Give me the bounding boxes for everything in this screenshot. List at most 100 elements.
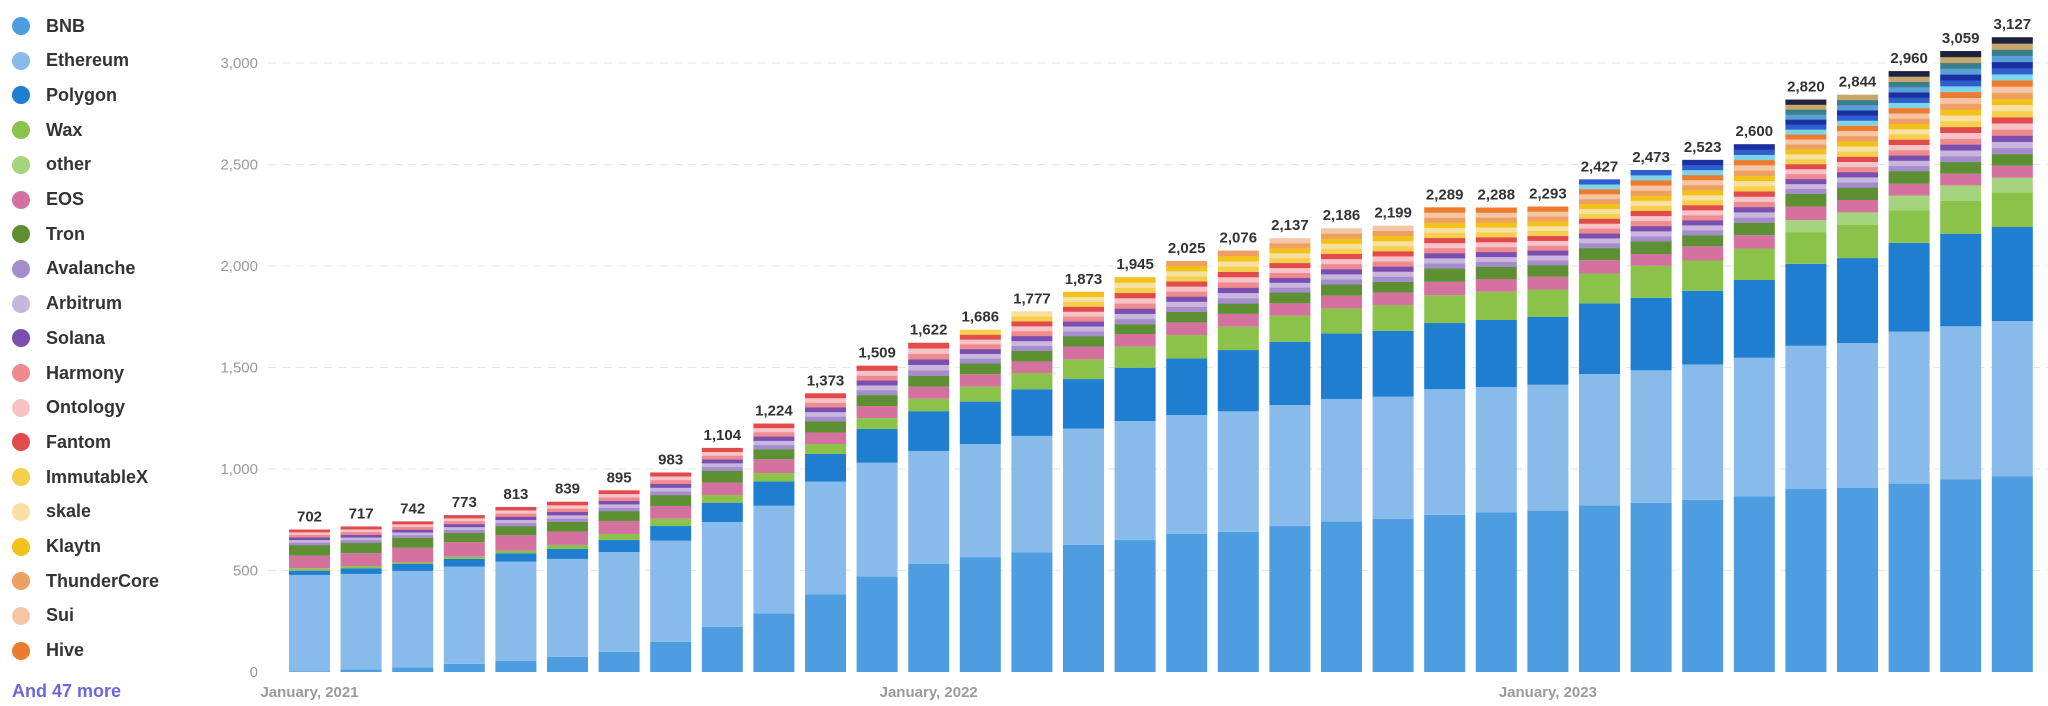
bar-segment-minor-chain	[1630, 225, 1672, 232]
bar-segment-minor-chain	[1424, 207, 1466, 213]
bar-segment-minor-chain	[1579, 198, 1620, 205]
legend-item-bnb[interactable]: BNB	[12, 14, 85, 38]
legend-item-ethereum[interactable]: Ethereum	[12, 49, 129, 73]
bar-segment-minor-chain	[1682, 179, 1724, 186]
bar-segment-minor-chain	[1527, 260, 1569, 266]
bar-segment-polygon	[495, 553, 537, 562]
bar-total-label: 742	[400, 500, 425, 517]
bar-segment-minor-chain	[1940, 103, 1982, 110]
bar-segment-bnb	[1011, 552, 1053, 672]
bar-segment-ethereum	[1733, 357, 1775, 497]
bar-total-label: 2,137	[1271, 217, 1309, 234]
bar-segment-minor-chain	[856, 370, 898, 376]
legend-more-link[interactable]: And 47 more	[12, 681, 122, 701]
bar-segment-minor-chain	[959, 358, 1001, 364]
legend-item-hive[interactable]: Hive	[12, 639, 84, 663]
y-tick-label: 3,000	[220, 55, 258, 72]
bar-segment-wax	[392, 562, 434, 565]
bar-segment-minor-chain	[495, 516, 537, 520]
bar-segment-minor-chain	[1785, 173, 1827, 180]
bar-segment-minor-chain	[1269, 282, 1311, 288]
bar-segment-minor-chain	[959, 339, 1001, 345]
bar-segment-minor-chain	[701, 455, 743, 460]
bar-segment-polygon	[1991, 227, 2033, 322]
bar-segment-minor-chain	[547, 518, 588, 523]
bar-segment-ethereum	[805, 481, 846, 595]
bar-segment-minor-chain	[1166, 301, 1208, 307]
legend-item-fantom[interactable]: Fantom	[12, 430, 111, 454]
bar-segment-minor-chain	[1011, 326, 1053, 332]
bar-segment-ethereum	[1837, 343, 1878, 488]
bar-segment-minor-chain	[1682, 164, 1724, 171]
bar-segment-minor-chain	[1630, 185, 1672, 191]
bar-segment-minor-chain	[392, 534, 434, 538]
bar-segment-bnb	[908, 564, 950, 672]
legend-item-sui[interactable]: Sui	[12, 604, 74, 628]
legend-item-immutablex[interactable]: ImmutableX	[12, 465, 148, 489]
bar-segment-tron	[392, 537, 434, 548]
bar-segment-polygon	[1733, 280, 1775, 358]
bar-segment-minor-chain	[1321, 274, 1362, 280]
legend-item-tron[interactable]: Tron	[12, 222, 85, 246]
bar-segment-minor-chain	[1424, 263, 1466, 269]
x-tick-label: January, 2023	[1499, 684, 1597, 701]
bar-segment-tron	[1837, 187, 1878, 201]
bar-segment-polygon	[805, 453, 846, 482]
bar-segment-polygon	[1888, 242, 1930, 332]
bar-segment-minor-chain	[1630, 190, 1672, 196]
legend-dot-icon	[12, 51, 30, 70]
legend-item-thundercore[interactable]: ThunderCore	[12, 569, 159, 593]
legend-item-arbitrum[interactable]: Arbitrum	[12, 292, 122, 316]
bar-segment-minor-chain	[1217, 261, 1259, 267]
bar-segment-ethereum	[1785, 345, 1827, 489]
bar-segment-minor-chain	[1527, 206, 1569, 212]
bar-segment-eos	[1991, 165, 2033, 178]
legend-dot-icon	[12, 294, 30, 313]
legend-item-avalanche[interactable]: Avalanche	[12, 257, 135, 281]
bar-segment-ethereum	[1166, 415, 1208, 534]
bar-segment-wax	[1837, 224, 1878, 259]
bar-segment-minor-chain	[1733, 191, 1775, 197]
bar-segment-bnb	[856, 576, 898, 672]
bar-total-label: 1,945	[1116, 256, 1154, 273]
bar-segment-wax	[1114, 346, 1156, 368]
legend-item-eos[interactable]: EOS	[12, 188, 84, 212]
bar-segment-bnb	[1269, 526, 1311, 672]
bar-segment-bnb	[1837, 487, 1878, 672]
legend-label: EOS	[46, 189, 85, 209]
legend-item-other[interactable]: other	[12, 153, 91, 177]
bar-segment-wax	[1217, 326, 1259, 351]
legend-item-skale[interactable]: skale	[12, 500, 91, 524]
legend-item-polygon[interactable]: Polygon	[12, 83, 117, 107]
bar-segment-tron	[1733, 222, 1775, 236]
bar-segment-minor-chain	[1011, 321, 1053, 327]
bar-segment-ethereum	[959, 444, 1001, 558]
bar-segment-minor-chain	[959, 353, 1001, 359]
bar-segment-minor-chain	[1991, 135, 2033, 142]
legend-item-wax[interactable]: Wax	[12, 118, 82, 142]
bar-segment-minor-chain	[1114, 277, 1156, 283]
bar-segment-ethereum	[856, 462, 898, 577]
bar-segment-minor-chain	[805, 397, 846, 403]
bar-segment-minor-chain	[1888, 160, 1930, 167]
bar-segment-ethereum	[908, 450, 950, 565]
bar-segment-minor-chain	[1991, 49, 2033, 56]
bar-segment-minor-chain	[1475, 256, 1517, 262]
bar-segment-eos	[1114, 334, 1156, 347]
bar-segment-minor-chain	[1837, 177, 1878, 183]
bar-segment-eos	[289, 555, 330, 569]
bar-segment-ethereum	[1888, 331, 1930, 484]
legend-item-solana[interactable]: Solana	[12, 326, 105, 350]
legend-item-ontology[interactable]: Ontology	[12, 396, 125, 420]
legend-item-harmony[interactable]: Harmony	[12, 361, 124, 385]
bar-total-label: 1,873	[1065, 271, 1103, 288]
bar-segment-wax	[805, 444, 846, 454]
bar-segment-minor-chain	[1269, 277, 1311, 283]
bar-segment-minor-chain	[598, 493, 640, 498]
legend-dot-icon	[12, 641, 30, 660]
bar-segment-minor-chain	[1785, 163, 1827, 170]
bar-segment-eos	[443, 542, 485, 557]
legend-item-klaytn[interactable]: Klaytn	[12, 535, 101, 559]
bar-segment-minor-chain	[1321, 258, 1362, 265]
bar-segment-wax	[289, 568, 330, 571]
